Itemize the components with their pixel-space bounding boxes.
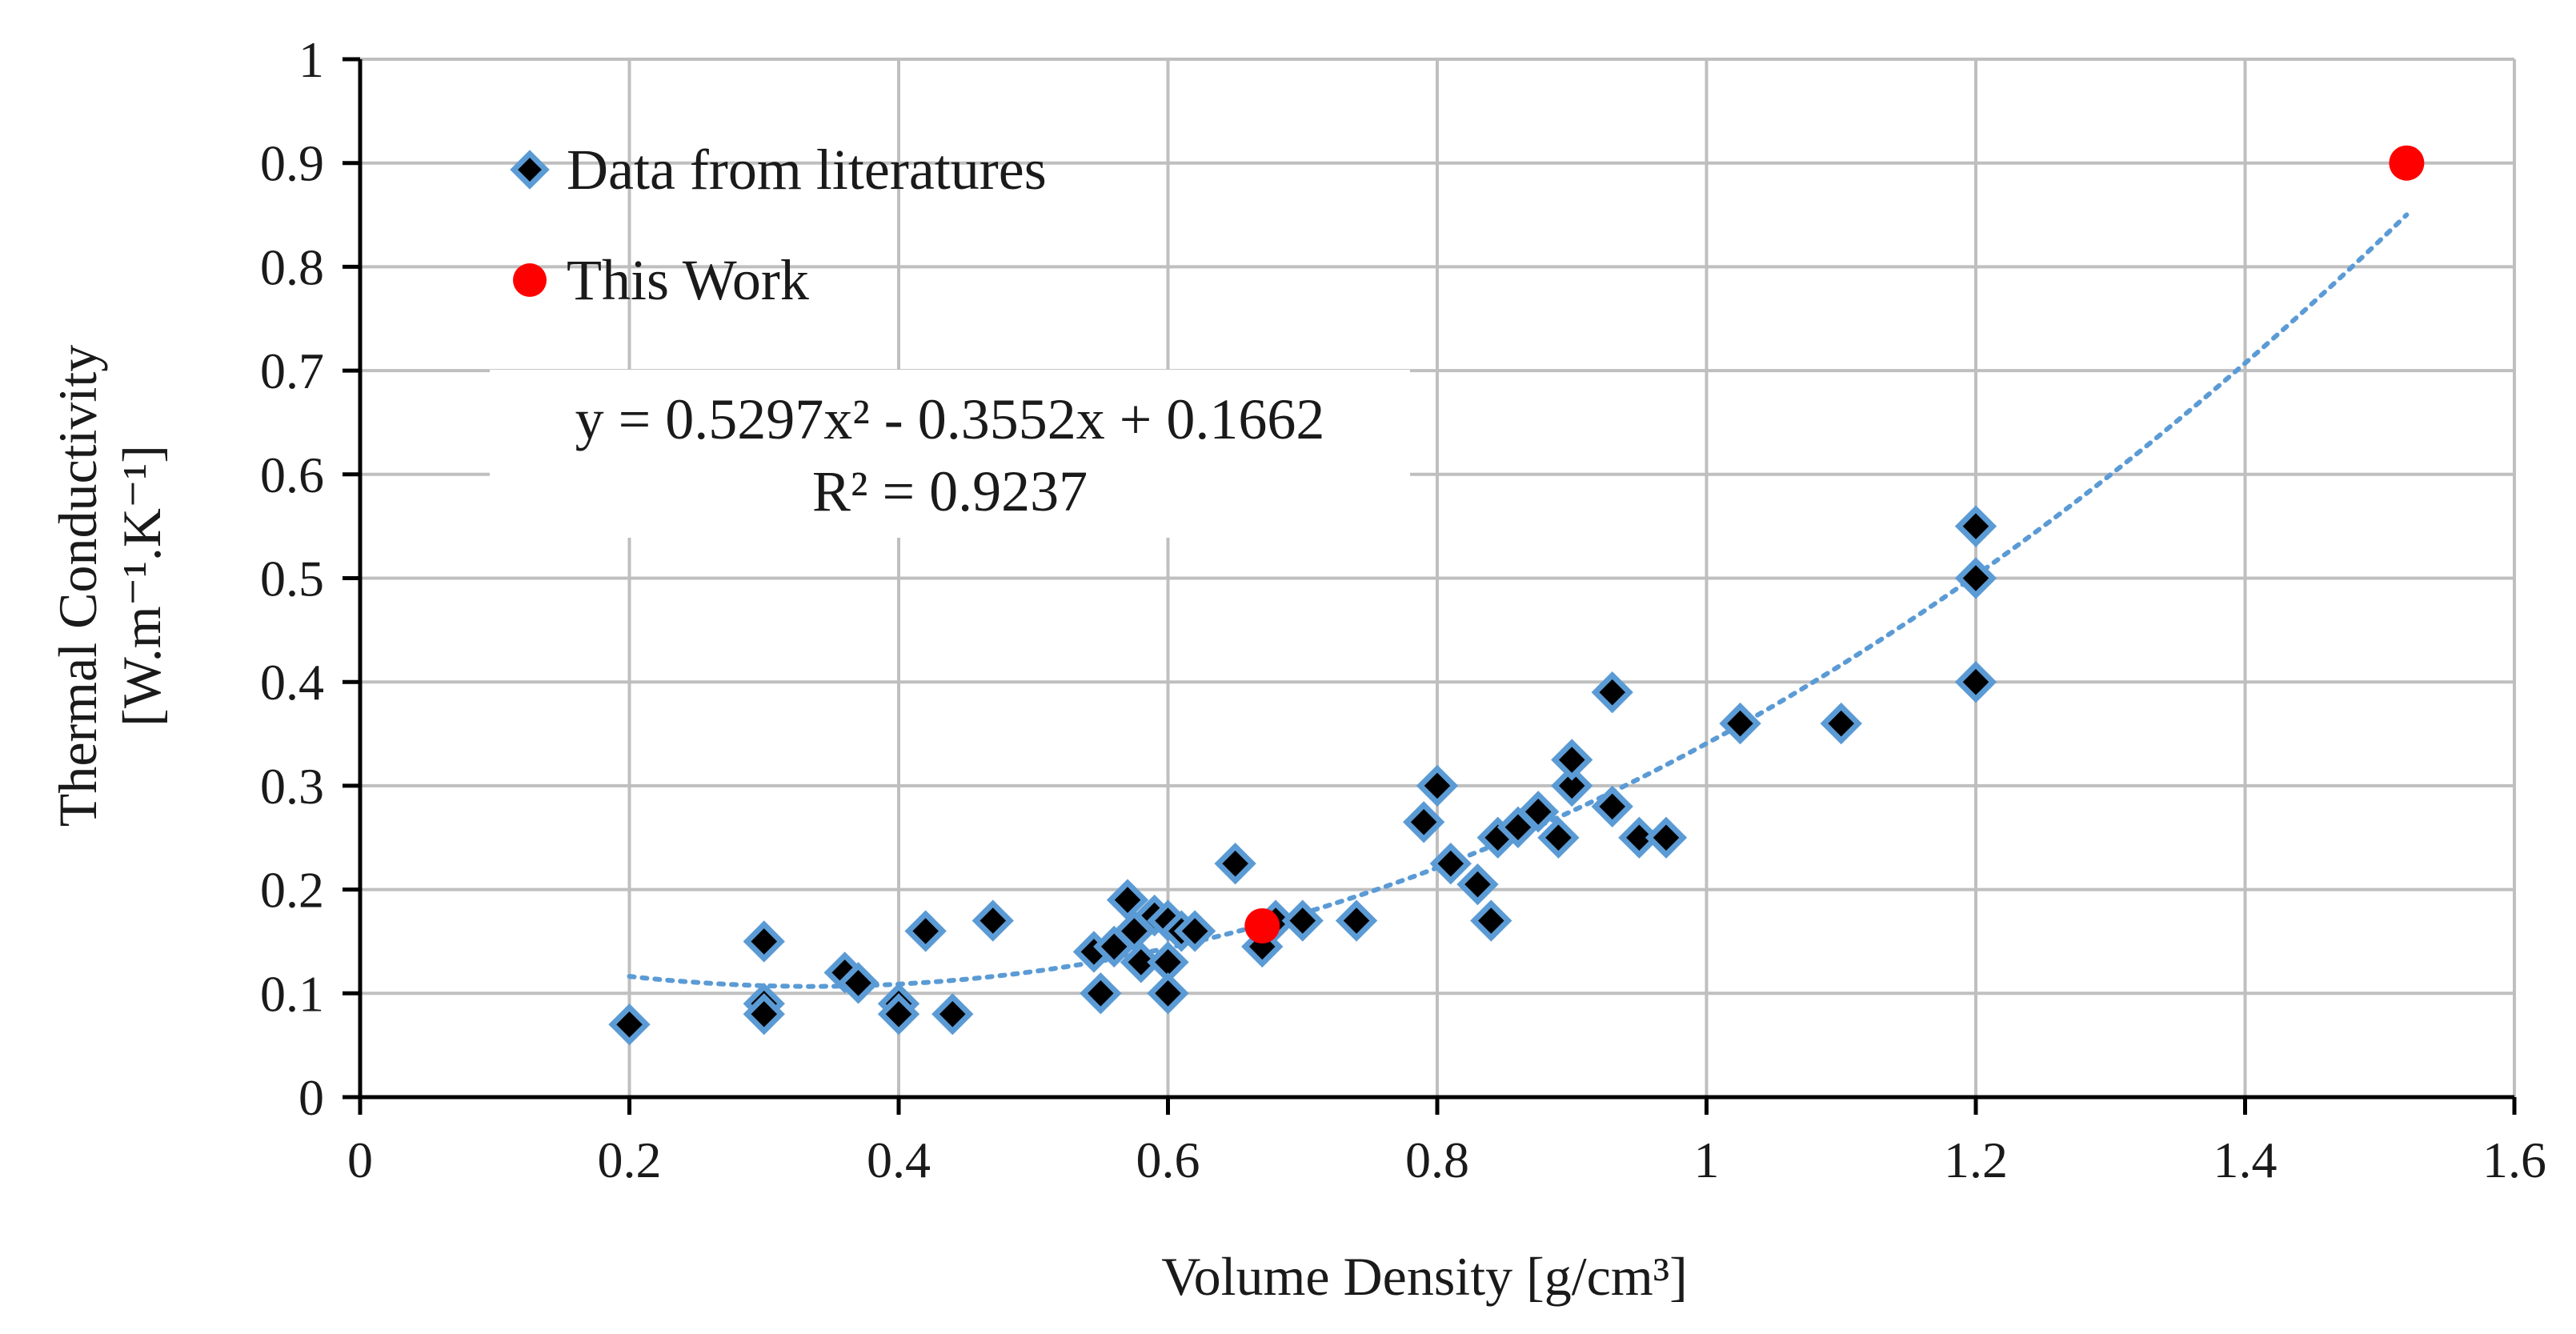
y-axis-title-line1: Thermal Conductivity: [47, 345, 108, 827]
data-point-literature: [1147, 941, 1189, 983]
data-point-literature: [1120, 941, 1163, 983]
data-point-literature: [1551, 764, 1593, 807]
y-tick-label: 0.2: [260, 862, 324, 919]
data-point-literature: [1591, 671, 1633, 714]
data-point-literature: [1429, 843, 1472, 885]
data-point-literature: [1335, 899, 1378, 942]
legend-marker-diamond: [510, 150, 550, 190]
x-axis-title: Volume Density [g/cm³]: [1161, 1246, 1688, 1307]
data-point-this-work: [2389, 145, 2425, 181]
data-point-literature: [743, 993, 785, 1036]
data-point-literature: [1173, 910, 1216, 952]
data-point-literature: [1954, 505, 1997, 547]
data-point-literature: [1147, 972, 1189, 1015]
y-axis-title: Thermal Conductivity [W.m⁻¹.K⁻¹]: [47, 345, 172, 827]
legend-marker-circle: [513, 263, 547, 297]
data-point-literature: [608, 1004, 651, 1046]
y-tick-label: 0.5: [260, 551, 324, 607]
data-point-literature: [1954, 557, 1997, 599]
x-tick-label: 0.8: [1405, 1132, 1469, 1188]
legend-label-this-work: This Work: [567, 248, 809, 312]
y-tick-label: 0.8: [260, 238, 324, 295]
data-point-literature: [1591, 785, 1633, 828]
r-squared-label: R² = 0.9237: [812, 459, 1088, 523]
data-point-literature: [1214, 843, 1256, 885]
data-point-literature: [1080, 972, 1122, 1015]
legend-item-literature: Data from literatures: [510, 138, 1047, 202]
data-point-literature: [1618, 816, 1661, 859]
data-point-this-work: [1244, 907, 1280, 943]
y-tick-label: 0.3: [260, 758, 324, 815]
data-point-literature: [1416, 764, 1459, 807]
data-point-literature: [1551, 739, 1593, 781]
data-point-literature: [972, 899, 1014, 942]
data-point-literature: [1470, 899, 1512, 942]
data-point-literature: [1954, 661, 1997, 703]
data-points: [608, 145, 2425, 1046]
data-point-literature: [1517, 791, 1560, 833]
y-axis-title-line2: [W.m⁻¹.K⁻¹]: [111, 445, 172, 727]
data-point-literature: [1820, 702, 1862, 745]
data-point-literature: [931, 993, 974, 1036]
data-point-literature: [1281, 899, 1324, 942]
tick-labels: 0 0.1 0.2 0.3 0.4 0.5 0.6 0.7 0.8 0.9 1 0 0.2 0.4 0.6 0…: [260, 31, 2546, 1188]
equation-label: y = 0.5297x² - 0.3552x + 0.1662: [575, 387, 1325, 451]
y-tick-label: 0.7: [260, 343, 324, 399]
data-point-literature: [877, 993, 920, 1036]
y-tick-label: 0.6: [260, 447, 324, 503]
data-point-literature: [1537, 816, 1580, 859]
data-point-literature: [837, 962, 879, 1004]
data-point-literature: [1106, 879, 1149, 921]
data-point-literature: [1403, 801, 1445, 843]
y-tick-label: 0.1: [260, 965, 324, 1022]
legend-item-this-work: This Work: [513, 248, 809, 312]
trendline-equation: y = 0.5297x² - 0.3552x + 0.1662 R² = 0.9…: [490, 370, 1410, 538]
data-point-literature: [743, 920, 785, 963]
x-tick-label: 0.2: [598, 1132, 662, 1188]
x-tick-label: 1: [1694, 1132, 1720, 1188]
data-point-literature: [1456, 863, 1499, 906]
y-tick-label: 0: [298, 1069, 324, 1126]
axes: [343, 57, 2517, 1115]
equation-background: [490, 370, 1410, 538]
x-tick-label: 1.2: [1944, 1132, 2008, 1188]
y-tick-label: 0.4: [260, 654, 324, 711]
x-tick-label: 1.6: [2482, 1132, 2546, 1188]
data-point-literature: [1645, 816, 1688, 859]
y-tick-label: 0.9: [260, 135, 324, 192]
x-tick-label: 0.4: [867, 1132, 931, 1188]
y-tick-label: 1: [298, 31, 324, 88]
legend-label-literature: Data from literatures: [567, 138, 1047, 202]
data-point-literature: [1719, 702, 1761, 745]
x-tick-label: 1.4: [2213, 1132, 2278, 1188]
x-tick-label: 0: [347, 1132, 373, 1188]
x-tick-label: 0.6: [1136, 1132, 1200, 1188]
legend: Data from literatures This Work: [510, 138, 1047, 312]
data-point-literature: [904, 910, 947, 952]
